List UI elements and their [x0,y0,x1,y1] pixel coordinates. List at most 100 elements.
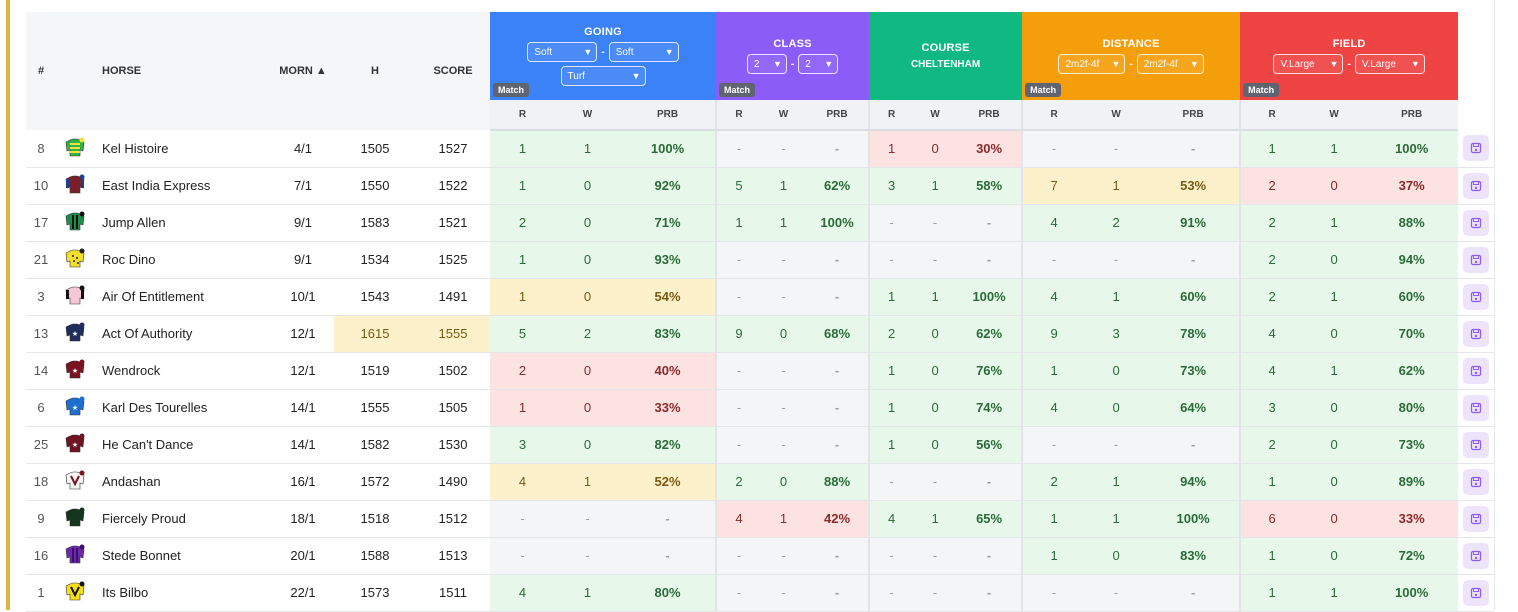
horse-name[interactable]: Stede Bonnet [94,537,272,575]
save-horse-button[interactable] [1463,579,1490,606]
col-header-morn[interactable]: MORN ▲ [272,12,334,130]
horse-name[interactable]: Its Bilbo [94,574,272,612]
horse-name[interactable]: Wendrock [94,352,272,390]
runner-row[interactable]: 17 Jump Allen 9/1 1583 1521 2 0 71% 1 1 … [26,204,1495,242]
class-select-to[interactable]: 2 ▼ [798,54,839,74]
going-match-button[interactable]: Match [493,83,530,97]
going-prb: 52% [620,463,718,501]
runner-row[interactable]: 13 ★ Act Of Authority 12/1 1615 1555 5 2… [26,315,1495,353]
save-horse-button[interactable] [1463,468,1490,495]
runner-number: 10 [26,167,56,205]
save-horse-button[interactable] [1463,135,1490,162]
handicap-rating: 1555 [334,389,416,427]
runner-row[interactable]: 21 Roc Dino 9/1 1534 1525 1 0 93% - - - … [26,241,1495,279]
going-wins: 0 [555,278,620,316]
course-wins: 1 [913,278,958,316]
field-prb: 33% [1365,500,1459,538]
morning-price: 9/1 [272,204,334,242]
col-header-score[interactable]: SCORE [416,12,490,130]
runner-row[interactable]: 6 ★ Karl Des Tourelles 14/1 1555 1505 1 … [26,389,1495,427]
runner-row[interactable]: 10 East India Express 7/1 1550 1522 1 0 … [26,167,1495,205]
going-wins: 1 [555,574,620,612]
field-prb: 88% [1365,204,1459,242]
save-horse-button[interactable] [1463,542,1490,569]
runner-row[interactable]: 25 ★ He Can't Dance 14/1 1582 1530 3 0 8… [26,426,1495,464]
class-runs: - [716,278,762,316]
course-runs: 4 [869,500,914,538]
save-horse-button[interactable] [1463,357,1490,384]
col-header-h[interactable]: H [334,12,416,130]
distance-runs: 1 [1022,537,1086,575]
course-wins: - [913,241,958,279]
distance-select-to[interactable]: 2m2f-4f ▼ [1136,54,1204,74]
runner-row[interactable]: 18 Andashan 16/1 1572 1490 4 1 52% 2 0 8… [26,463,1495,501]
save-horse-button[interactable] [1463,246,1490,273]
distance-wins: - [1085,241,1148,279]
chevron-down-icon: ▼ [1189,59,1199,69]
course-runs: 1 [869,352,914,390]
class-sub-prb: PRB [806,100,871,131]
jockey-silk-icon [65,173,85,195]
morning-price: 18/1 [272,500,334,538]
field-select-from[interactable]: V.Large ▼ [1273,54,1344,74]
morning-price: 14/1 [272,426,334,464]
going-select-from[interactable]: Soft ▼ [527,42,598,62]
field-match-button[interactable]: Match [1243,83,1280,97]
distance-prb: 78% [1147,315,1242,353]
class-select-from[interactable]: 2 ▼ [746,54,787,74]
save-horse-button[interactable] [1463,209,1490,236]
horse-name[interactable]: Andashan [94,463,272,501]
horse-name[interactable]: East India Express [94,167,272,205]
going-select-to[interactable]: Soft ▼ [608,42,679,62]
distance-match-button[interactable]: Match [1025,83,1062,97]
distance-prb: - [1147,130,1242,168]
col-header-num: # [26,12,56,130]
horse-name[interactable]: Air Of Entitlement [94,278,272,316]
runner-row[interactable]: 14 ★ Wendrock 12/1 1519 1502 2 0 40% - -… [26,352,1495,390]
field-wins: 1 [1303,204,1366,242]
jockey-silk-icon [65,543,85,565]
field-select-to[interactable]: V.Large ▼ [1354,54,1425,74]
silk-cell [56,278,94,316]
course-wins: 0 [913,426,958,464]
silk-cell [56,537,94,575]
going-surface-select[interactable]: Turf ▼ [560,66,646,86]
save-horse-button[interactable] [1463,394,1490,421]
runner-row[interactable]: 8 Kel Histoire 4/1 1505 1527 1 1 100% - … [26,130,1495,168]
horse-name[interactable]: He Can't Dance [94,426,272,464]
runner-row[interactable]: 16 Stede Bonnet 20/1 1588 1513 - - - - -… [26,537,1495,575]
save-horse-button[interactable] [1463,283,1490,310]
distance-sub-prb: PRB [1147,100,1242,131]
save-icon [1471,550,1482,561]
morning-price: 22/1 [272,574,334,612]
save-horse-button[interactable] [1463,431,1490,458]
horse-name[interactable]: Jump Allen [94,204,272,242]
going-select-to-value: Soft [615,46,634,58]
save-horse-button[interactable] [1463,172,1490,199]
action-cell [1458,537,1495,575]
jockey-silk-icon: ★ [65,395,85,417]
going-prb: 71% [620,204,718,242]
field-wins: 0 [1303,426,1366,464]
going-sub-prb: PRB [620,100,718,131]
horse-name[interactable]: Act Of Authority [94,315,272,353]
class-wins: 1 [761,500,807,538]
horse-name[interactable]: Karl Des Tourelles [94,389,272,427]
save-horse-button[interactable] [1463,320,1490,347]
field-prb: 73% [1365,426,1459,464]
distance-wins: 1 [1085,500,1148,538]
save-horse-button[interactable] [1463,505,1490,532]
runner-row[interactable]: 3 Air Of Entitlement 10/1 1543 1491 1 0 … [26,278,1495,316]
class-runs: - [716,241,762,279]
class-match-button[interactable]: Match [719,83,756,97]
horse-name[interactable]: Fiercely Proud [94,500,272,538]
horse-name[interactable]: Kel Histoire [94,130,272,168]
horse-name[interactable]: Roc Dino [94,241,272,279]
runner-row[interactable]: 9 Fiercely Proud 18/1 1518 1512 - - - 4 … [26,500,1495,538]
distance-select-from[interactable]: 2m2f-4f ▼ [1058,54,1126,74]
runner-row[interactable]: 1 Its Bilbo 22/1 1573 1511 4 1 80% - - -… [26,574,1495,612]
col-header-horse[interactable]: HORSE [94,12,272,130]
action-cell [1458,500,1495,538]
going-wins: 0 [555,389,620,427]
field-sub-r: R [1240,100,1304,131]
